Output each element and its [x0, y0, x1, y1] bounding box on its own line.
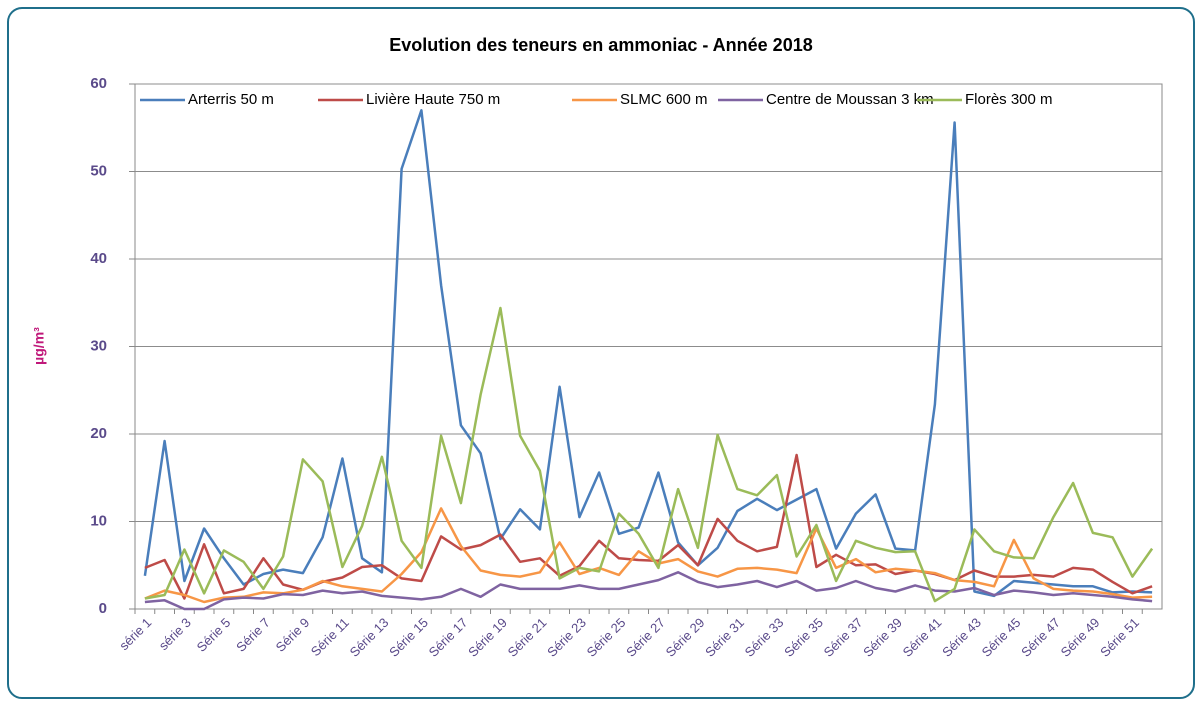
y-tick-label: 40 — [90, 250, 107, 267]
series-line — [144, 306, 1154, 603]
series-line — [144, 571, 1153, 611]
chart-title: Evolution des teneurs en ammoniac - Anné… — [389, 35, 812, 55]
y-tick-label: 50 — [90, 162, 107, 179]
legend-label: Arterris 50 m — [188, 91, 274, 108]
y-axis-title: µg/m³ — [31, 327, 47, 365]
legend-label: SLMC 600 m — [620, 91, 708, 108]
legend-label: Florès 300 m — [965, 91, 1053, 108]
y-tick-label: 30 — [90, 337, 107, 354]
series-line — [144, 507, 1153, 604]
y-tick-label: 0 — [99, 600, 107, 617]
legend-label: Centre de Moussan 3 km — [766, 91, 934, 108]
y-tick-label: 20 — [90, 425, 107, 442]
y-tick-label: 10 — [90, 512, 107, 529]
y-tick-label: 60 — [90, 75, 107, 92]
legend-label: Livière Haute 750 m — [366, 91, 500, 108]
series-line — [143, 109, 1153, 598]
